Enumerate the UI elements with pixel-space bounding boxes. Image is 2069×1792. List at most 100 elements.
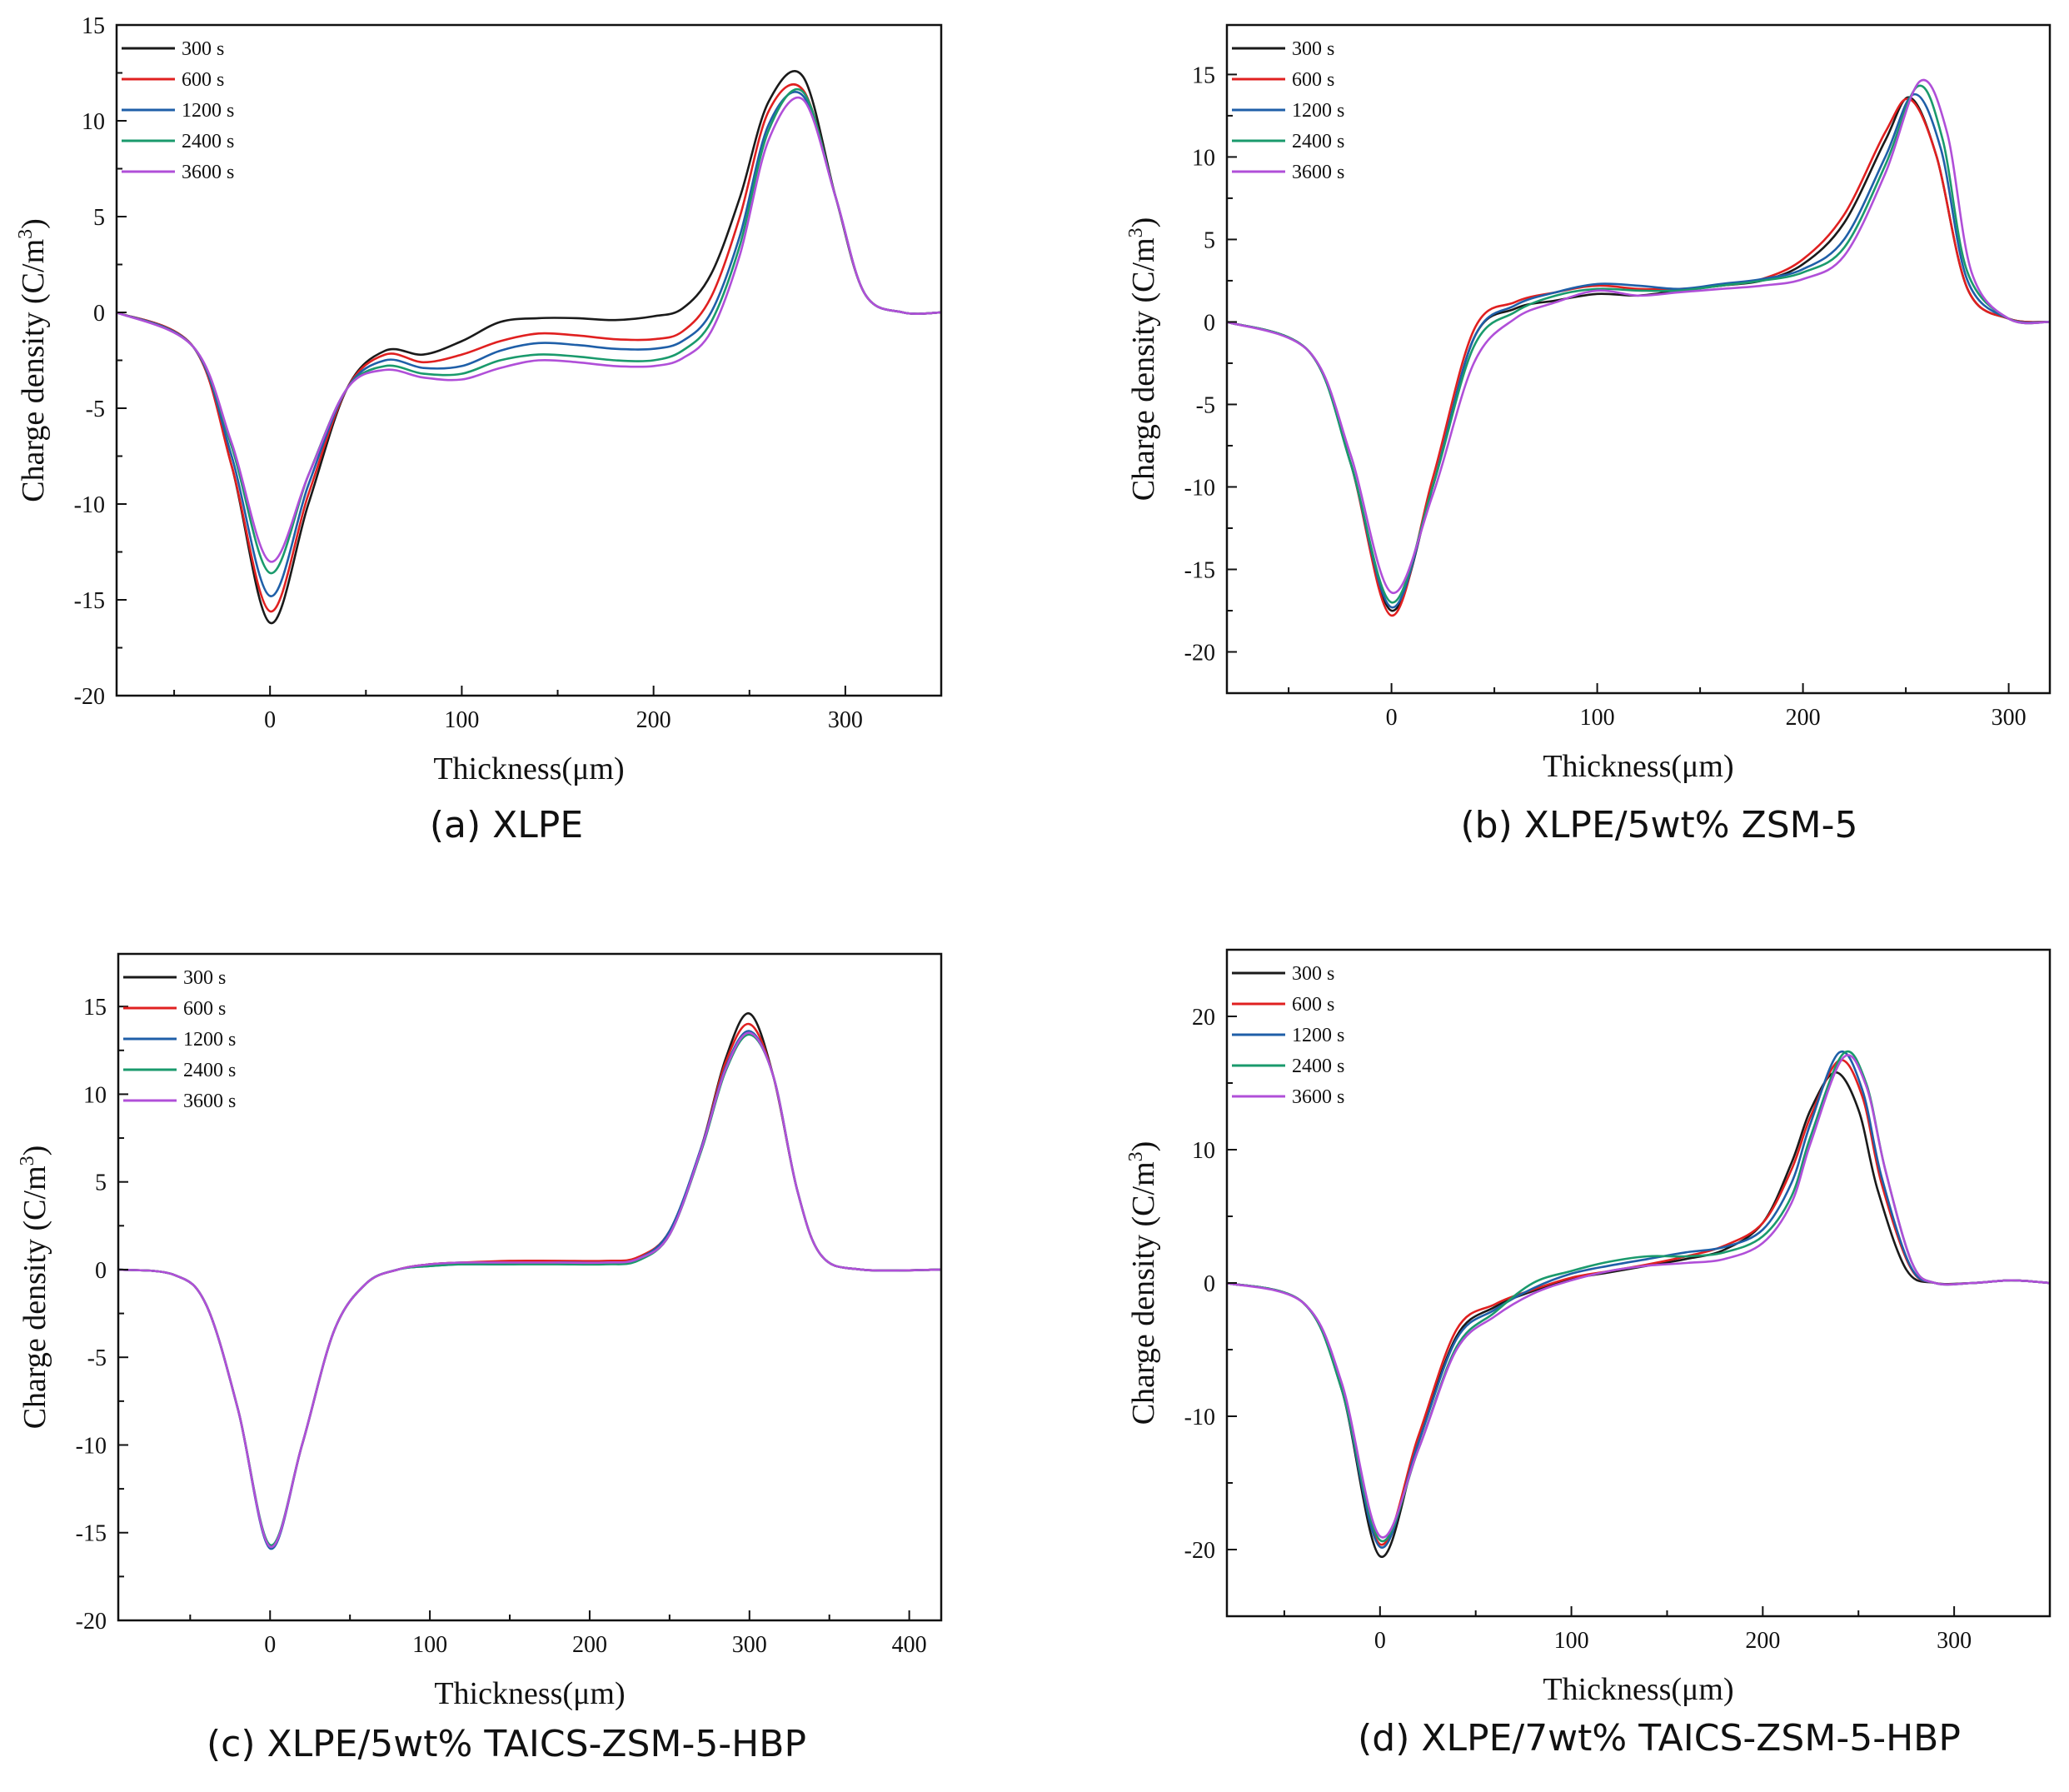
x-tick-label: 300 [732, 1632, 767, 1658]
y-tick-label: -5 [1196, 392, 1215, 418]
series-line-1200s [1227, 92, 2050, 609]
y-tick-label: 0 [1204, 310, 1215, 336]
y-tick-label: -20 [1184, 640, 1215, 666]
series-line-1200s [118, 1030, 941, 1550]
plot-frame [1225, 23, 2052, 695]
series-line-2400s [1227, 84, 2050, 604]
y-tick-label: -20 [74, 684, 105, 710]
x-tick-label: 400 [892, 1632, 927, 1658]
legend-label: 2400 s [182, 131, 234, 152]
legend: 300 s 600 s 1200 s 2400 s 3600 s [1232, 963, 1344, 1108]
panel-caption: (d) XLPE/7wt% TAICS-ZSM-5-HBP [1358, 1717, 1961, 1760]
y-tick-label: 5 [93, 205, 105, 231]
legend-label: 600 s [183, 998, 226, 1020]
legend-label: 1200 s [1292, 100, 1344, 122]
legend-label: 1200 s [183, 1029, 236, 1051]
x-tick-label: 300 [1992, 705, 2027, 731]
y-tick-label: -5 [86, 397, 105, 422]
legend-label: 600 s [1292, 994, 1334, 1016]
x-tick-label: 0 [1386, 705, 1398, 731]
x-tick-label: 100 [444, 707, 479, 733]
series-line-3600s [117, 97, 941, 563]
x-tick-label: 100 [412, 1632, 447, 1658]
y-tick-label: -10 [74, 492, 105, 518]
y-tick-label: 15 [82, 13, 105, 39]
legend: 300 s 600 s 1200 s 2400 s 3600 s [123, 967, 236, 1112]
x-tick-label: 100 [1580, 705, 1615, 731]
x-tick-label: 300 [828, 707, 863, 733]
legend-label: 300 s [183, 967, 226, 989]
y-tick-label: -10 [76, 1433, 107, 1459]
y-tick-label: 0 [95, 1258, 107, 1284]
legend-label: 2400 s [183, 1060, 236, 1081]
legend-label: 1200 s [1292, 1025, 1344, 1046]
y-axis-label: Charge density (C/m3) [17, 1146, 52, 1430]
series-line-600s [117, 83, 941, 613]
y-tick-label: -10 [1184, 475, 1215, 501]
series-line-1200s [1227, 1050, 2050, 1549]
y-tick-label: 5 [1204, 227, 1215, 253]
y-tick-label: 10 [82, 109, 105, 135]
legend: 300 s 600 s 1200 s 2400 s 3600 s [1232, 38, 1344, 183]
series-line-2400s [118, 1033, 941, 1546]
x-axis-label: Thickness(μm) [1543, 1672, 1733, 1707]
x-tick-label: 0 [264, 1632, 276, 1658]
series-line-600s [118, 1022, 941, 1548]
y-tick-label: 20 [1192, 1005, 1215, 1031]
legend-label: 1200 s [182, 100, 234, 122]
series-line-300s [1227, 1071, 2050, 1558]
x-tick-label: 0 [1374, 1628, 1386, 1654]
y-tick-label: -20 [76, 1609, 107, 1635]
x-tick-label: 200 [572, 1632, 607, 1658]
y-tick-label: 5 [95, 1171, 107, 1196]
legend-label: 3600 s [182, 162, 234, 183]
series-line-3600s [118, 1031, 941, 1548]
y-tick-label: -5 [87, 1345, 107, 1371]
chart-panel-2: 0 100 200 300 400 -20 -15 -10 -5 0 5 10 15 Thickness(… [17, 952, 943, 1765]
legend-label: 3600 s [183, 1091, 236, 1112]
legend-label: 600 s [1292, 69, 1334, 91]
x-tick-label: 300 [1937, 1628, 1972, 1654]
x-tick-label: 200 [636, 707, 671, 733]
legend-label: 3600 s [1292, 1086, 1344, 1108]
series-line-1200s [117, 91, 941, 597]
series-line-300s [117, 70, 941, 624]
panel-caption: (c) XLPE/5wt% TAICS-ZSM-5-HBP [207, 1723, 806, 1765]
x-tick-label: 100 [1554, 1628, 1589, 1654]
legend-label: 3600 s [1292, 162, 1344, 183]
x-tick-label: 200 [1786, 705, 1821, 731]
legend: 300 s 600 s 1200 s 2400 s 3600 s [122, 38, 234, 183]
y-tick-label: 10 [1192, 1138, 1215, 1164]
chart-panel-3: 0 100 200 300 -20 -10 0 10 20 Thickness(μm) Charge… [1125, 948, 2052, 1760]
y-tick-label: -15 [76, 1521, 107, 1547]
legend-label: 2400 s [1292, 131, 1344, 152]
panel-caption: (a) XLPE [430, 804, 583, 846]
series-line-300s [1227, 96, 2050, 612]
y-tick-label: 0 [1204, 1271, 1215, 1297]
y-tick-label: 15 [83, 995, 107, 1021]
chart-panel-0: 0 100 200 300 -20 -15 -10 -5 0 5 10 15 Thickness(μm)… [15, 13, 943, 846]
legend-label: 300 s [1292, 963, 1334, 985]
series-line-3600s [1227, 78, 2050, 594]
chart-panel-1: 0 100 200 300 -20 -15 -10 -5 0 5 10 15 Thickness(μm)… [1125, 23, 2052, 846]
y-tick-label: -15 [1184, 557, 1215, 583]
y-tick-label: -15 [74, 588, 105, 614]
legend-label: 300 s [1292, 38, 1334, 60]
x-axis-label: Thickness(μm) [433, 751, 624, 786]
y-tick-label: 10 [83, 1082, 107, 1108]
y-tick-label: 15 [1192, 62, 1215, 88]
y-axis-label: Charge density (C/m3) [1125, 1141, 1161, 1425]
series-line-600s [1227, 1059, 2050, 1546]
series-line-3600s [1227, 1054, 2050, 1539]
y-tick-label: -20 [1184, 1538, 1215, 1564]
y-axis-label: Charge density (C/m3) [1125, 217, 1161, 502]
x-axis-label: Thickness(μm) [1543, 749, 1733, 784]
legend-label: 300 s [182, 38, 224, 60]
panel-caption: (b) XLPE/5wt% ZSM-5 [1461, 804, 1858, 846]
series-line-2400s [117, 87, 941, 575]
y-tick-label: 10 [1192, 145, 1215, 171]
x-tick-label: 200 [1745, 1628, 1780, 1654]
series-line-300s [118, 1012, 941, 1548]
plot-frame [117, 952, 943, 1622]
